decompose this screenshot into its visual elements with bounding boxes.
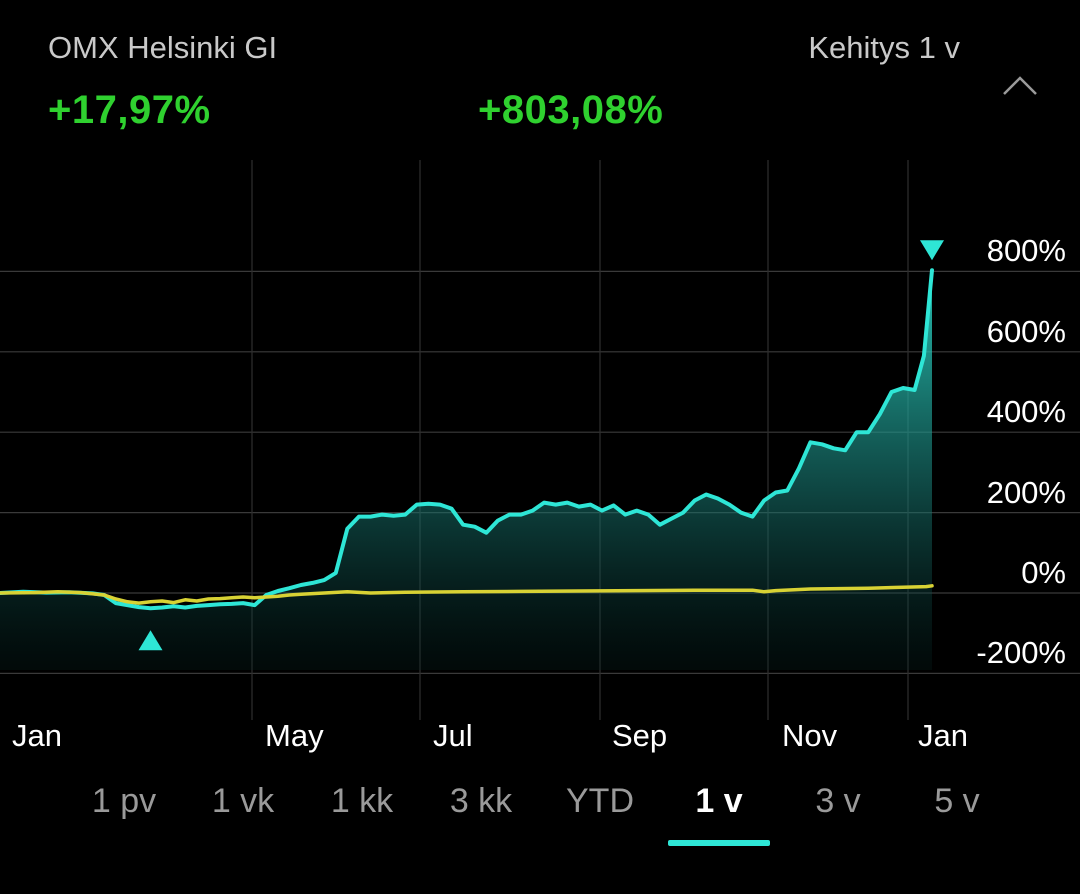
tab-3-kk[interactable]: 3 kk (449, 782, 513, 820)
tab-1-v[interactable]: 1 v (695, 782, 743, 820)
chevron-up-icon[interactable] (1000, 72, 1040, 100)
tab-ytd[interactable]: YTD (566, 782, 634, 820)
active-tab-underline (668, 840, 770, 846)
performance-chart[interactable] (0, 160, 1080, 720)
tab-5-v[interactable]: 5 v (934, 782, 980, 820)
x-tick-label: Jan (918, 718, 968, 753)
period-tabs: 1 pv 1 vk 1 kk 3 kk YTD 1 v 3 v 5 v (0, 782, 1080, 842)
index-name: OMX Helsinki GI (48, 30, 278, 65)
period-label: Kehitys 1 v (808, 30, 960, 65)
stock-line (0, 268, 934, 611)
y-tick-label: 0% (1021, 555, 1066, 590)
y-tick-label: 200% (986, 474, 1066, 510)
x-tick-label: Nov (782, 718, 838, 753)
max-marker-icon (920, 240, 944, 261)
y-tick-label: 800% (986, 233, 1066, 269)
y-tick-label: -200% (976, 635, 1066, 671)
index-change-value: +17,97% (48, 88, 211, 132)
tab-1-vk[interactable]: 1 vk (211, 782, 275, 820)
x-tick-label: Jan (12, 718, 62, 753)
min-marker-icon (138, 630, 163, 651)
series-area-fill (0, 270, 932, 670)
x-tick-label: Sep (612, 718, 668, 753)
x-tick-label: Jul (433, 718, 473, 753)
tab-1-kk[interactable]: 1 kk (330, 782, 394, 820)
tab-3-v[interactable]: 3 v (815, 782, 861, 820)
tab-1-pv[interactable]: 1 pv (91, 782, 157, 820)
y-tick-label: 400% (986, 394, 1066, 430)
stock-change-value: +803,08% (478, 88, 664, 132)
index-line (0, 584, 934, 605)
y-tick-label: 600% (986, 313, 1066, 349)
x-tick-label: May (265, 718, 324, 753)
